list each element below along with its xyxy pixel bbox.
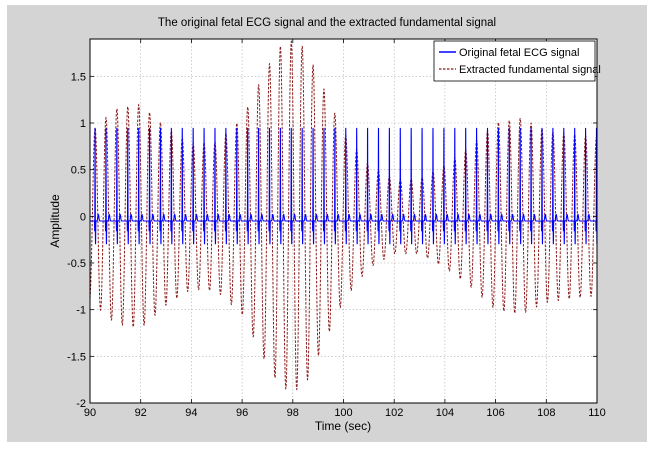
legend-label-original: Original fetal ECG signal [459,47,579,59]
x-tick-label: 106 [486,407,504,419]
y-axis-label: Amplitude [48,194,62,248]
y-tick-labels: -2 -1.5 -1 -0.5 0 0.5 1 1.5 [67,71,86,410]
x-tick-label: 102 [385,407,403,419]
y-tick-label: -0.5 [67,258,86,270]
y-tick-label: 0.5 [71,165,86,177]
axes-border [89,38,598,404]
legend-box [433,40,596,82]
series-extracted-fundamental [89,40,598,391]
x-tick-label: 110 [588,407,606,419]
ecg-chart: The original fetal ECG signal and the ex… [48,17,606,433]
x-tick-label: 96 [236,407,248,419]
x-tick-label: 104 [436,407,454,419]
y-tick-label: -1.5 [67,351,86,363]
x-tick-label: 92 [135,407,147,419]
y-tick-label: 0 [80,211,86,223]
x-axis-label: Time (sec) [315,419,371,433]
chart-title: The original fetal ECG signal and the ex… [158,17,496,29]
x-tick-label: 100 [334,407,352,419]
x-tick-labels: 90 92 94 96 98 100 102 104 106 108 110 [84,407,606,419]
y-tick-label: 1 [80,118,86,130]
legend-label-extracted: Extracted fundamental signal [459,64,601,76]
y-tick-label: -1 [76,305,86,317]
figure-background: The original fetal ECG signal and the ex… [7,5,647,442]
x-tick-label: 90 [84,407,96,419]
y-tick-label: 1.5 [71,71,86,83]
series-original-ecg [90,127,598,245]
x-tick-label: 108 [537,407,555,419]
y-tick-label: -2 [76,398,86,410]
legend: Original fetal ECG signal Extracted fund… [433,40,601,82]
x-tick-label: 98 [287,407,299,419]
x-tick-label: 94 [185,407,197,419]
signal-traces [89,40,598,391]
